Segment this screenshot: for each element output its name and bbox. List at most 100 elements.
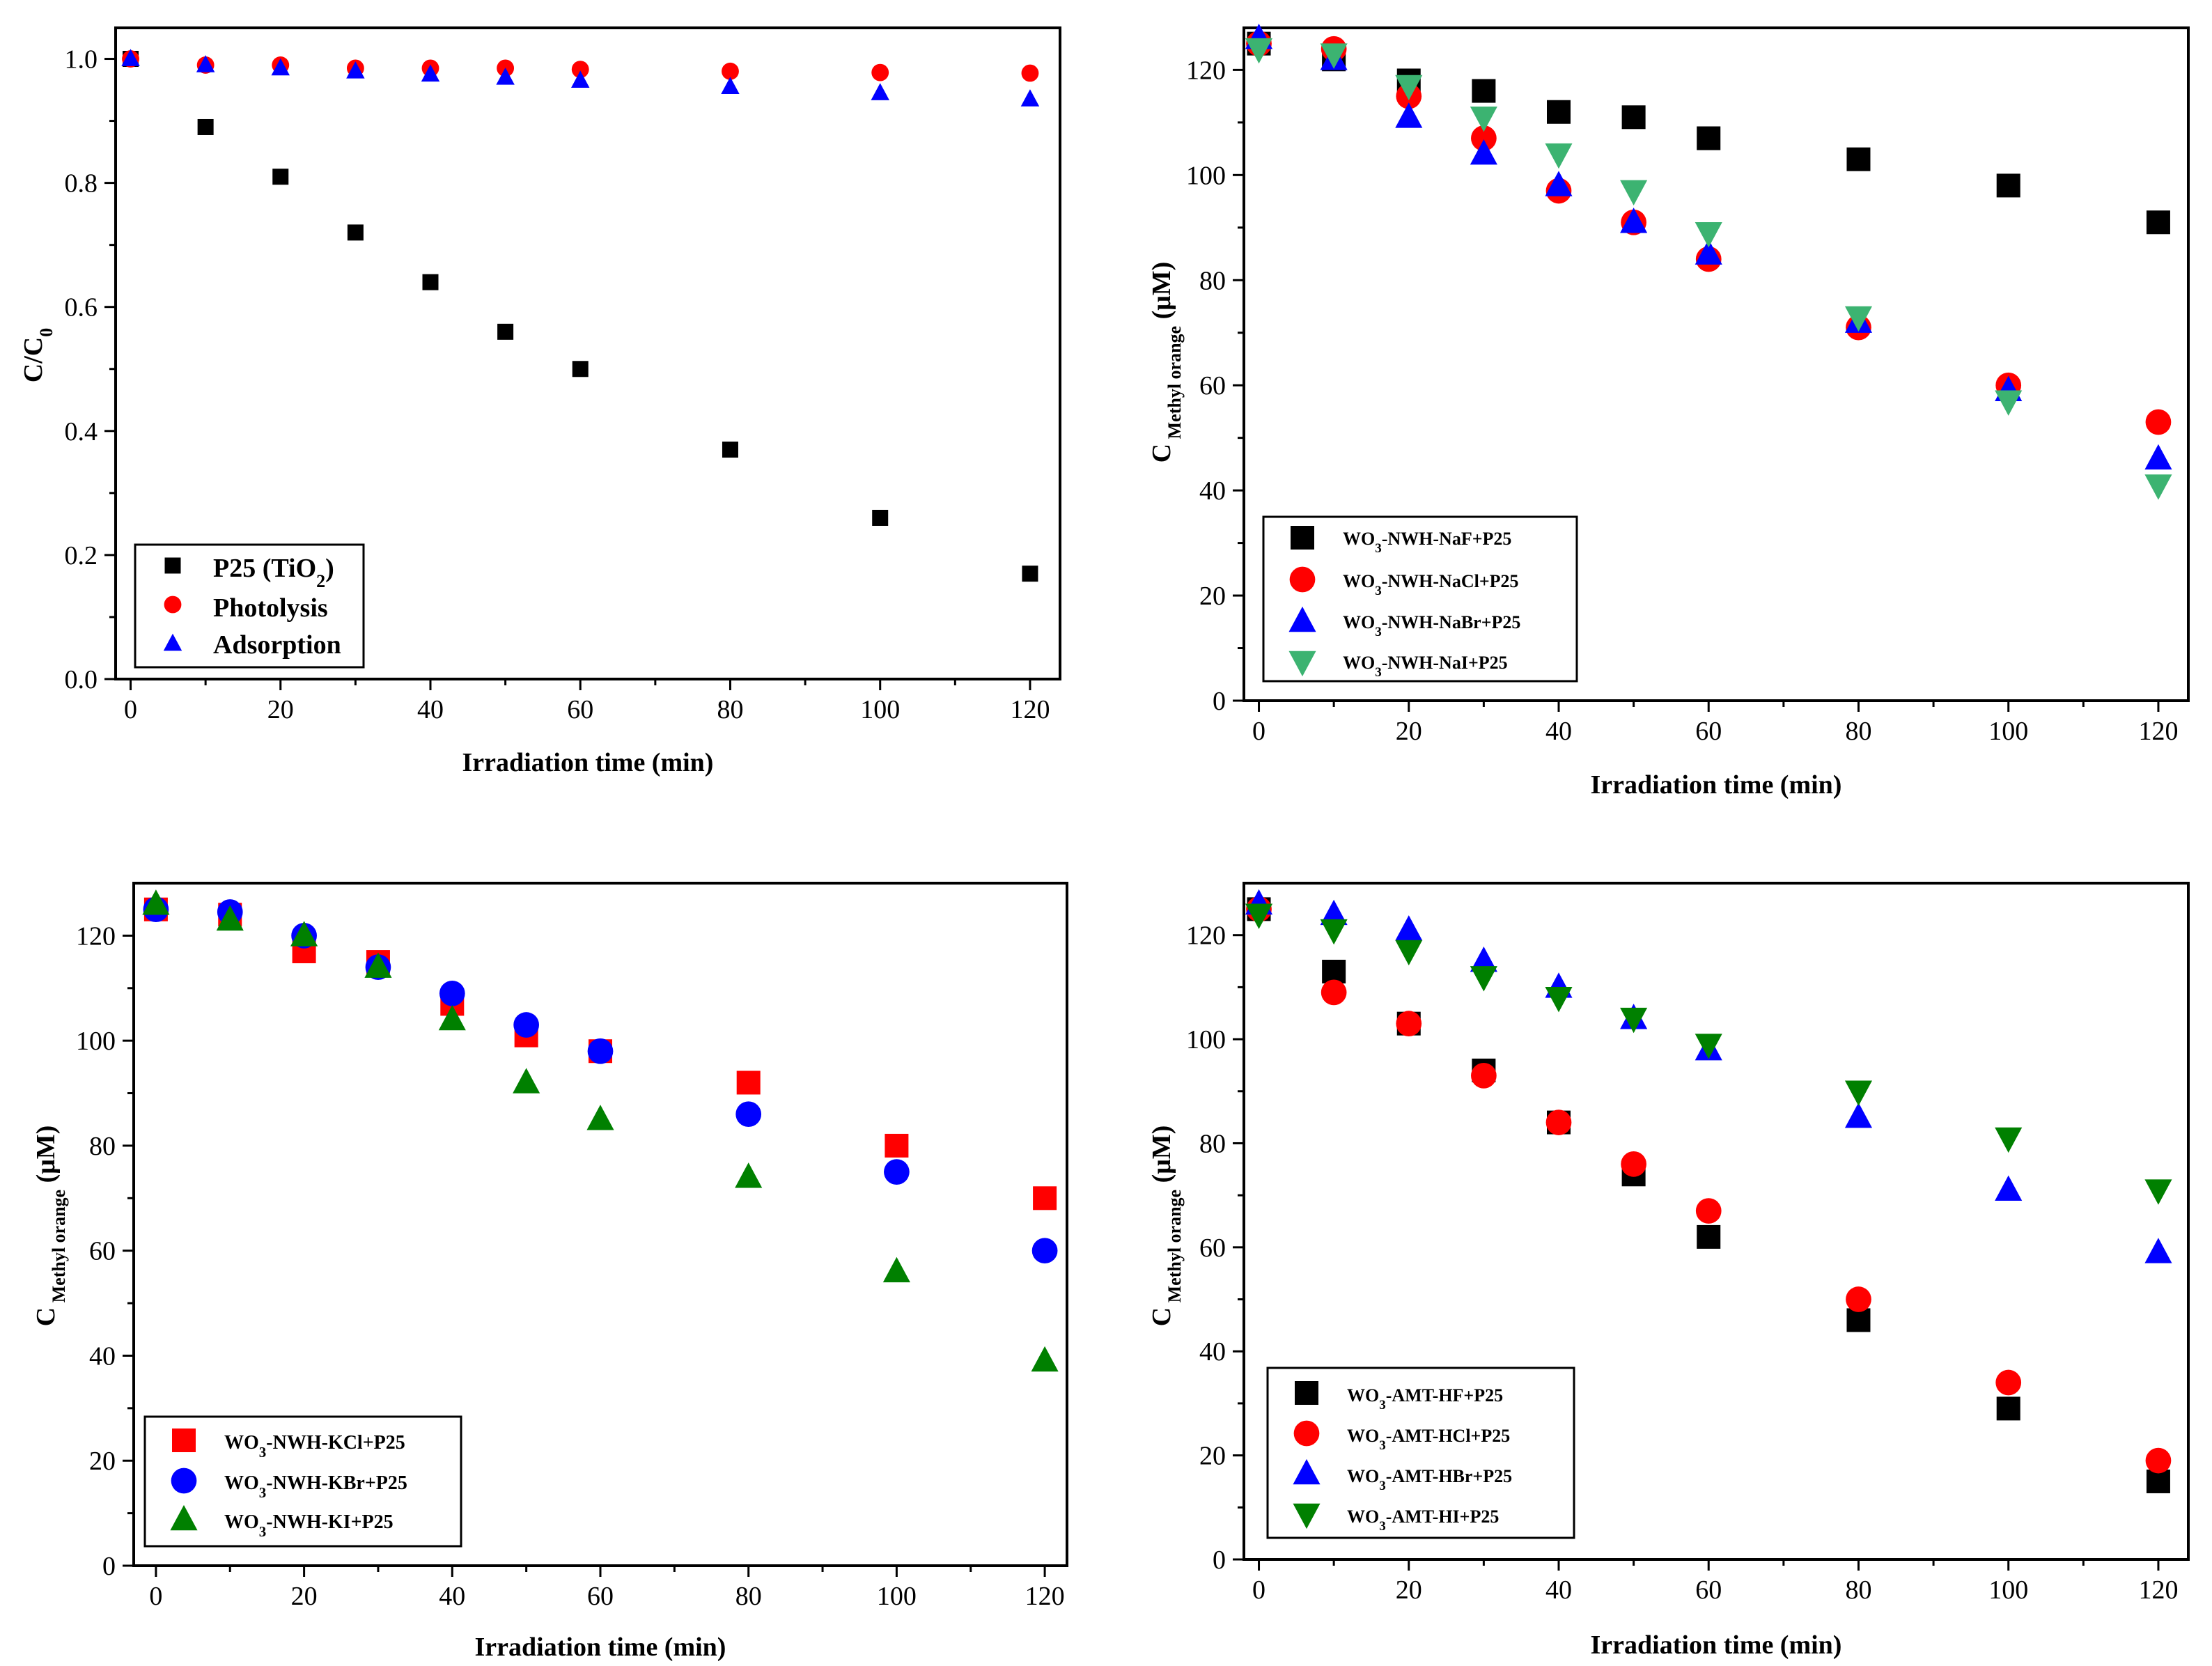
point-wo3-amt-hf-p25-t60 — [1697, 1224, 1721, 1249]
legend-marker-nwh-ki — [170, 1504, 198, 1531]
point-p25-tio2-t50 — [497, 323, 514, 340]
point-wo3-amt-hcl-p25-t50 — [1621, 1151, 1646, 1177]
panel-b-x-tick-label: 40 — [1545, 717, 1572, 746]
point-p25-tio2-t100 — [872, 509, 889, 526]
panel-a-x-tick-label: 100 — [860, 695, 900, 724]
point-adsorption-t40 — [421, 64, 440, 82]
point-wo3-nwh-ki-p25-t120 — [1031, 1346, 1059, 1372]
point-wo3-nwh-kcl-p25-t100 — [885, 1133, 909, 1158]
point-wo3-amt-hi-p25-t50 — [1620, 1007, 1648, 1034]
panel-c-legend: WO3-NWH-KCl+P25 WO3-NWH-KBr+P25 WO3-NWH-… — [143, 1415, 462, 1548]
legend-marker-amt-hbr — [1293, 1458, 1321, 1485]
panel-c-y-tick-label: 40 — [89, 1341, 116, 1371]
panel-d-x-tick-label: 20 — [1396, 1575, 1422, 1605]
point-p25-tio2-t120 — [1022, 566, 1038, 582]
panel-d-plot-frame — [1243, 882, 2190, 1561]
legend-marker-nwh-nai — [1288, 651, 1316, 677]
panel-d-ticks: 0 20 40 60 80 100 120 0 20 40 60 80 100 120 — [1186, 921, 2178, 1605]
point-wo3-nwh-nai-p25-t120 — [2144, 474, 2172, 500]
point-wo3-nwh-ki-p25-t100 — [882, 1256, 910, 1283]
point-wo3-nwh-kbr-p25-t80 — [735, 1101, 762, 1128]
legend-marker-amt-hcl — [1293, 1420, 1320, 1447]
panel-b-y-tick-label: 80 — [1199, 266, 1226, 295]
panel-c-points — [142, 889, 1059, 1372]
point-p25-tio2-t80 — [722, 442, 738, 458]
point-wo3-amt-hf-p25-t120 — [2146, 1469, 2170, 1493]
panel-c-y-tick-label: 20 — [89, 1447, 116, 1476]
panel-a: 0 20 40 60 80 100 120 0.0 0.2 0.4 0.6 0.8 1.0 Irradi… — [19, 26, 1061, 777]
panel-c-y-tick-label: 60 — [89, 1237, 116, 1266]
panel-a-x-tick-label: 80 — [717, 695, 743, 724]
panel-b-legend-frame — [1262, 515, 1578, 683]
panel-d-x-tick-label: 80 — [1845, 1575, 1871, 1605]
point-wo3-amt-hi-p25-t10 — [1320, 919, 1348, 945]
point-wo3-amt-hi-p25-t30 — [1470, 966, 1497, 992]
panel-d-x-tick-label: 60 — [1695, 1575, 1722, 1605]
panel-d-y-tick-label: 0 — [1213, 1546, 1226, 1575]
point-wo3-nwh-ki-p25-t50 — [513, 1068, 540, 1093]
panel-c-y-tick-label: 100 — [76, 1027, 116, 1056]
panel-c-x-tick-label: 100 — [877, 1582, 917, 1611]
point-photolysis-t80 — [722, 62, 739, 80]
point-wo3-nwh-ki-p25-t20 — [290, 921, 318, 947]
point-wo3-nwh-ki-p25-t30 — [364, 952, 392, 978]
legend-marker-nwh-nacl — [1289, 566, 1316, 593]
legend-marker-nwh-kcl — [172, 1428, 196, 1452]
point-wo3-nwh-nai-p25-t60 — [1695, 222, 1722, 248]
panel-d-y-tick-label: 120 — [1186, 921, 1226, 951]
point-wo3-amt-hi-p25-t80 — [1844, 1080, 1873, 1106]
point-wo3-nwh-nabr-p25-t50 — [1620, 208, 1648, 233]
point-wo3-nwh-naf-p25-t30 — [1472, 79, 1496, 103]
panel-d-x-axis-label: Irradiation time (min) — [1591, 1630, 1842, 1660]
panel-a-plot-frame — [114, 26, 1061, 680]
point-wo3-amt-hbr-p25-t100 — [1995, 1175, 2023, 1201]
point-wo3-nwh-ki-p25-t10 — [216, 905, 244, 931]
panel-d-x-tick-label: 0 — [1252, 1575, 1265, 1605]
panel-c: 0 20 40 60 80 100 120 0 20 40 60 80 100 120 Irradiati… — [31, 882, 1068, 1662]
panel-d-legend-frame — [1266, 1367, 1575, 1539]
panel-d-legend: WO3-AMT-HF+P25 WO3-AMT-HCl+P25 WO3-AMT-H… — [1266, 1367, 1575, 1539]
point-wo3-amt-hbr-p25-t10 — [1320, 899, 1348, 926]
legend-marker-photolysis — [164, 595, 182, 614]
point-wo3-nwh-nacl-p25-t30 — [1471, 125, 1497, 151]
panel-d: 0 20 40 60 80 100 120 0 20 40 60 80 100 120 Irradiati… — [1147, 882, 2190, 1660]
panel-c-x-tick-label: 60 — [587, 1582, 614, 1611]
panel-d-points — [1245, 889, 2172, 1493]
panel-c-ticks: 0 20 40 60 80 100 120 0 20 40 60 80 100 120 — [76, 921, 1065, 1611]
point-wo3-nwh-naf-p25-t60 — [1697, 126, 1721, 150]
point-wo3-nwh-kbr-p25-t40 — [439, 980, 465, 1006]
legend-marker-amt-hi — [1293, 1503, 1321, 1529]
point-adsorption-t10 — [196, 55, 215, 72]
legend-marker-amt-hf — [1295, 1381, 1318, 1405]
point-wo3-amt-hi-p25-t20 — [1395, 940, 1423, 966]
panel-d-y-tick-label: 20 — [1199, 1442, 1226, 1471]
point-wo3-amt-hi-p25-t60 — [1695, 1034, 1722, 1059]
panel-c-y-tick-label: 0 — [102, 1552, 116, 1581]
panel-d-y-tick-label: 100 — [1186, 1025, 1226, 1054]
point-wo3-amt-hcl-p25-t40 — [1545, 1110, 1572, 1135]
panel-d-y-tick-label: 80 — [1199, 1129, 1226, 1158]
legend-label-photolysis: Photolysis — [213, 593, 328, 623]
panel-b-x-axis-label: Irradiation time (min) — [1591, 770, 1842, 800]
point-wo3-nwh-kbr-p25-t60 — [587, 1038, 614, 1064]
legend-marker-nwh-naf — [1291, 526, 1314, 550]
panel-d-y-tick-label: 40 — [1199, 1337, 1226, 1367]
panel-b-ticks: 0 20 40 60 80 100 120 0 20 40 60 80 100 120 — [1186, 56, 2178, 746]
panel-a-y-tick-label: 0.6 — [65, 293, 98, 322]
point-photolysis-t60 — [571, 61, 589, 79]
point-wo3-nwh-nai-p25-t80 — [1844, 306, 1873, 332]
point-wo3-nwh-nai-p25-t50 — [1620, 180, 1648, 206]
legend-marker-nwh-nabr — [1288, 606, 1316, 632]
point-wo3-amt-hbr-p25-t20 — [1395, 915, 1423, 941]
panel-a-y-tick-label: 0.0 — [65, 665, 98, 694]
panel-b-y-tick-label: 40 — [1199, 476, 1226, 506]
point-p25-tio2-t60 — [572, 361, 589, 377]
panel-b-legend: WO3-NWH-NaF+P25 WO3-NWH-NaCl+P25 WO3-NWH… — [1262, 515, 1578, 683]
panel-b-y-tick-label: 0 — [1213, 687, 1226, 716]
point-wo3-nwh-ki-p25-t60 — [586, 1105, 614, 1130]
panel-c-x-tick-label: 80 — [735, 1582, 762, 1611]
point-wo3-nwh-kcl-p25-t120 — [1033, 1186, 1057, 1210]
point-wo3-amt-hi-p25-t0 — [1245, 903, 1273, 929]
panel-c-x-tick-label: 40 — [439, 1582, 465, 1611]
point-wo3-nwh-kcl-p25-t80 — [736, 1071, 761, 1095]
